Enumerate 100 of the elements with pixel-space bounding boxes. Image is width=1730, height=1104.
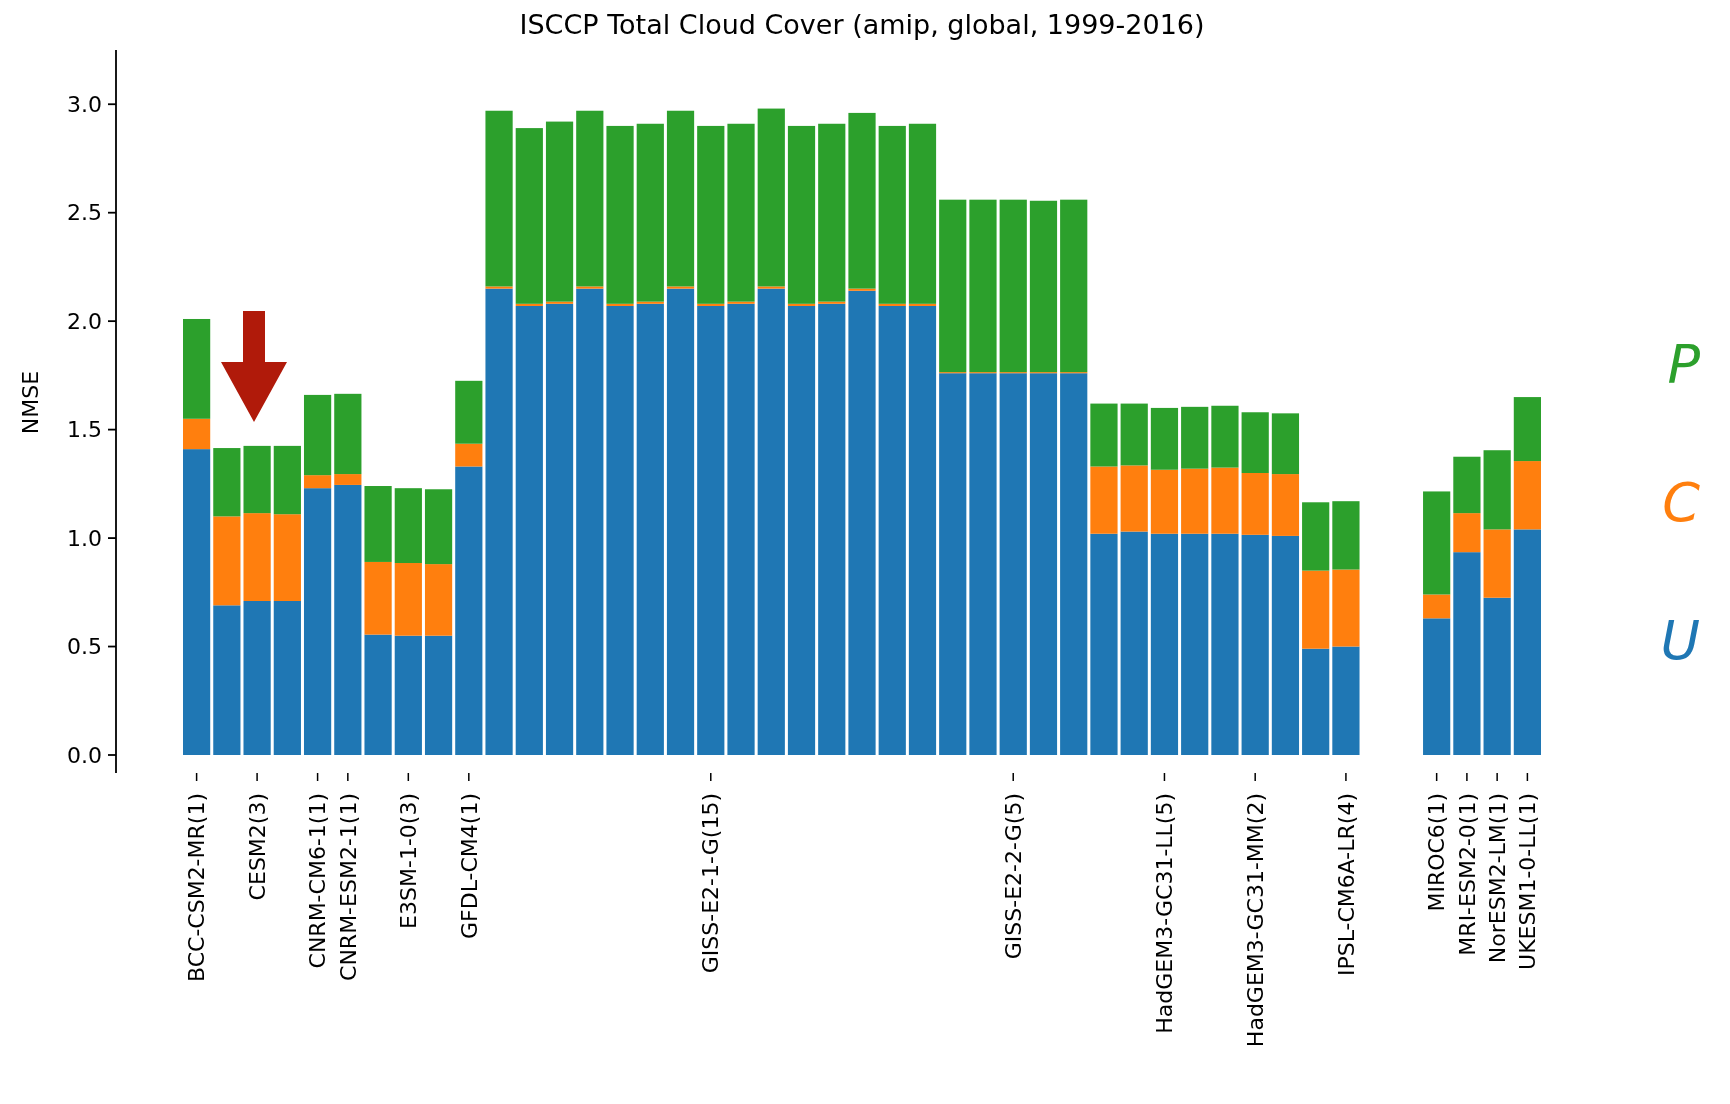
bar bbox=[1302, 502, 1330, 571]
bar bbox=[666, 110, 695, 287]
bar bbox=[1302, 648, 1330, 755]
bar bbox=[757, 108, 785, 287]
x-tick-label: GFDL-CM4(1) bbox=[456, 793, 482, 939]
x-tick-label: HadGEM3-GC31-MM(2) bbox=[1242, 793, 1268, 1048]
bar bbox=[1483, 597, 1511, 755]
bar bbox=[1181, 533, 1209, 755]
y-tick-label: 1.5 bbox=[67, 417, 102, 443]
bar bbox=[1120, 465, 1148, 532]
x-tick-label: GISS-E2-2-G(5) bbox=[1000, 793, 1026, 960]
bar bbox=[1181, 468, 1209, 534]
bar bbox=[213, 448, 241, 517]
bar bbox=[243, 445, 271, 514]
bar bbox=[1271, 535, 1300, 755]
bar bbox=[969, 373, 997, 755]
bar bbox=[545, 121, 574, 302]
bar bbox=[485, 288, 513, 755]
x-tick-label: MRI-ESM2-0(1) bbox=[1454, 793, 1480, 956]
bar bbox=[424, 635, 453, 755]
bar bbox=[334, 474, 362, 485]
bar bbox=[394, 563, 422, 636]
bar bbox=[999, 199, 1027, 373]
bar bbox=[636, 303, 664, 755]
bar bbox=[183, 318, 211, 419]
bar bbox=[1120, 403, 1148, 466]
bar bbox=[303, 475, 332, 489]
bar bbox=[303, 394, 332, 476]
bar bbox=[848, 290, 876, 755]
bar bbox=[1271, 413, 1300, 475]
bar bbox=[183, 418, 211, 450]
bar bbox=[1211, 405, 1239, 468]
x-tick-label: CESM2(3) bbox=[244, 793, 270, 901]
bar bbox=[273, 600, 301, 755]
y-tick-label: 0.0 bbox=[67, 742, 102, 768]
bar bbox=[1090, 403, 1118, 467]
bar bbox=[1302, 570, 1330, 649]
bar bbox=[394, 635, 422, 755]
bar bbox=[1150, 407, 1179, 470]
bar bbox=[1332, 646, 1360, 755]
bar bbox=[243, 600, 271, 755]
bar bbox=[1241, 534, 1269, 755]
bar bbox=[1060, 373, 1088, 755]
bar bbox=[697, 303, 725, 306]
bar bbox=[908, 303, 937, 306]
bar bbox=[787, 125, 816, 304]
bar bbox=[787, 303, 816, 306]
bar bbox=[576, 288, 604, 755]
bar bbox=[1513, 529, 1541, 755]
bar bbox=[1029, 200, 1058, 373]
bar bbox=[1332, 501, 1360, 570]
x-tick-label: GISS-E2-1-G(15) bbox=[698, 793, 724, 974]
bar bbox=[273, 514, 301, 601]
bar bbox=[1090, 466, 1118, 534]
bar bbox=[334, 484, 362, 755]
bar bbox=[394, 488, 422, 564]
bar bbox=[818, 123, 846, 302]
bar bbox=[424, 489, 453, 565]
bar bbox=[1423, 618, 1451, 755]
bar bbox=[455, 443, 483, 467]
bar bbox=[576, 286, 604, 289]
bar bbox=[576, 110, 604, 287]
bar bbox=[727, 303, 755, 755]
bar bbox=[485, 286, 513, 289]
chart-title: ISCCP Total Cloud Cover (amip, global, 1999-2016) bbox=[519, 9, 1205, 40]
bar bbox=[455, 466, 483, 755]
bar bbox=[1453, 552, 1481, 755]
bar bbox=[697, 305, 725, 755]
x-tick-label: BCC-CSM2-MR(1) bbox=[184, 793, 210, 983]
bar bbox=[878, 305, 906, 755]
bar bbox=[1513, 461, 1541, 530]
bar bbox=[1120, 531, 1148, 755]
bar bbox=[1423, 491, 1451, 595]
x-tick-label: CNRM-ESM2-1(1) bbox=[335, 793, 361, 981]
bar bbox=[273, 445, 301, 515]
text: U bbox=[1660, 608, 1700, 672]
bar bbox=[636, 301, 664, 304]
bar bbox=[1483, 450, 1511, 530]
bar bbox=[1453, 513, 1481, 553]
bar bbox=[213, 605, 241, 755]
bar bbox=[1211, 467, 1239, 534]
bar bbox=[757, 286, 785, 289]
bar bbox=[515, 128, 543, 304]
bar bbox=[697, 125, 725, 304]
bar bbox=[848, 288, 876, 291]
y-tick-label: 2.5 bbox=[67, 200, 102, 226]
bar bbox=[636, 123, 664, 302]
bar bbox=[1211, 533, 1239, 755]
bar bbox=[606, 303, 634, 306]
x-tick-label: E3SM-1-0(3) bbox=[396, 793, 422, 929]
bar bbox=[243, 513, 271, 601]
bar bbox=[545, 303, 574, 755]
x-tick-label: UKESM1-0-LL(1) bbox=[1515, 793, 1541, 970]
bar bbox=[183, 449, 211, 755]
bar bbox=[908, 123, 937, 304]
bar bbox=[1029, 373, 1058, 755]
bar bbox=[848, 112, 876, 289]
bar bbox=[787, 305, 816, 755]
x-tick-label: CNRM-CM6-1(1) bbox=[305, 793, 331, 969]
bar bbox=[878, 303, 906, 306]
